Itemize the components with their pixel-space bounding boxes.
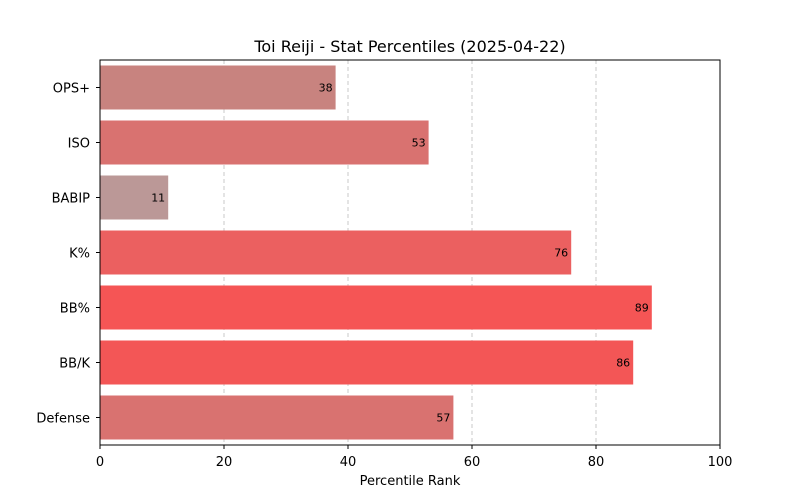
y-tick-label: OPS+ [53, 82, 90, 97]
data-label: 53 [412, 137, 426, 150]
data-label: 38 [319, 82, 333, 95]
x-tick-label: 20 [216, 455, 233, 470]
x-tick-label: 100 [708, 455, 733, 470]
y-tick-label: BABIP [52, 192, 91, 207]
bars: 38 53 11 76 89 86 57 [100, 65, 652, 440]
bar [100, 395, 454, 440]
data-label: 86 [616, 357, 630, 370]
data-label: 76 [554, 247, 568, 260]
x-tick-label: 80 [588, 455, 605, 470]
bar [100, 230, 572, 275]
data-label: 89 [635, 302, 649, 315]
y-axis: OPS+ ISO BABIP K% BB% BB/K Defense [36, 82, 100, 427]
chart-title: Toi Reiji - Stat Percentiles (2025-04-22… [253, 37, 565, 56]
x-axis: 0 20 40 60 80 100 [96, 445, 733, 470]
y-tick-label: Defense [36, 412, 90, 427]
y-tick-label: BB/K [59, 357, 90, 372]
bar [100, 120, 429, 165]
data-label: 57 [436, 412, 450, 425]
bar [100, 340, 634, 385]
bar [100, 285, 652, 330]
y-tick-label: K% [69, 247, 90, 262]
data-label: 11 [151, 192, 165, 205]
y-tick-label: BB% [60, 302, 90, 317]
x-tick-label: 40 [340, 455, 357, 470]
y-tick-label: ISO [68, 137, 90, 152]
x-tick-label: 60 [464, 455, 481, 470]
x-axis-label: Percentile Rank [360, 474, 461, 489]
bar [100, 175, 169, 220]
bar [100, 65, 336, 110]
x-tick-label: 0 [96, 455, 104, 470]
